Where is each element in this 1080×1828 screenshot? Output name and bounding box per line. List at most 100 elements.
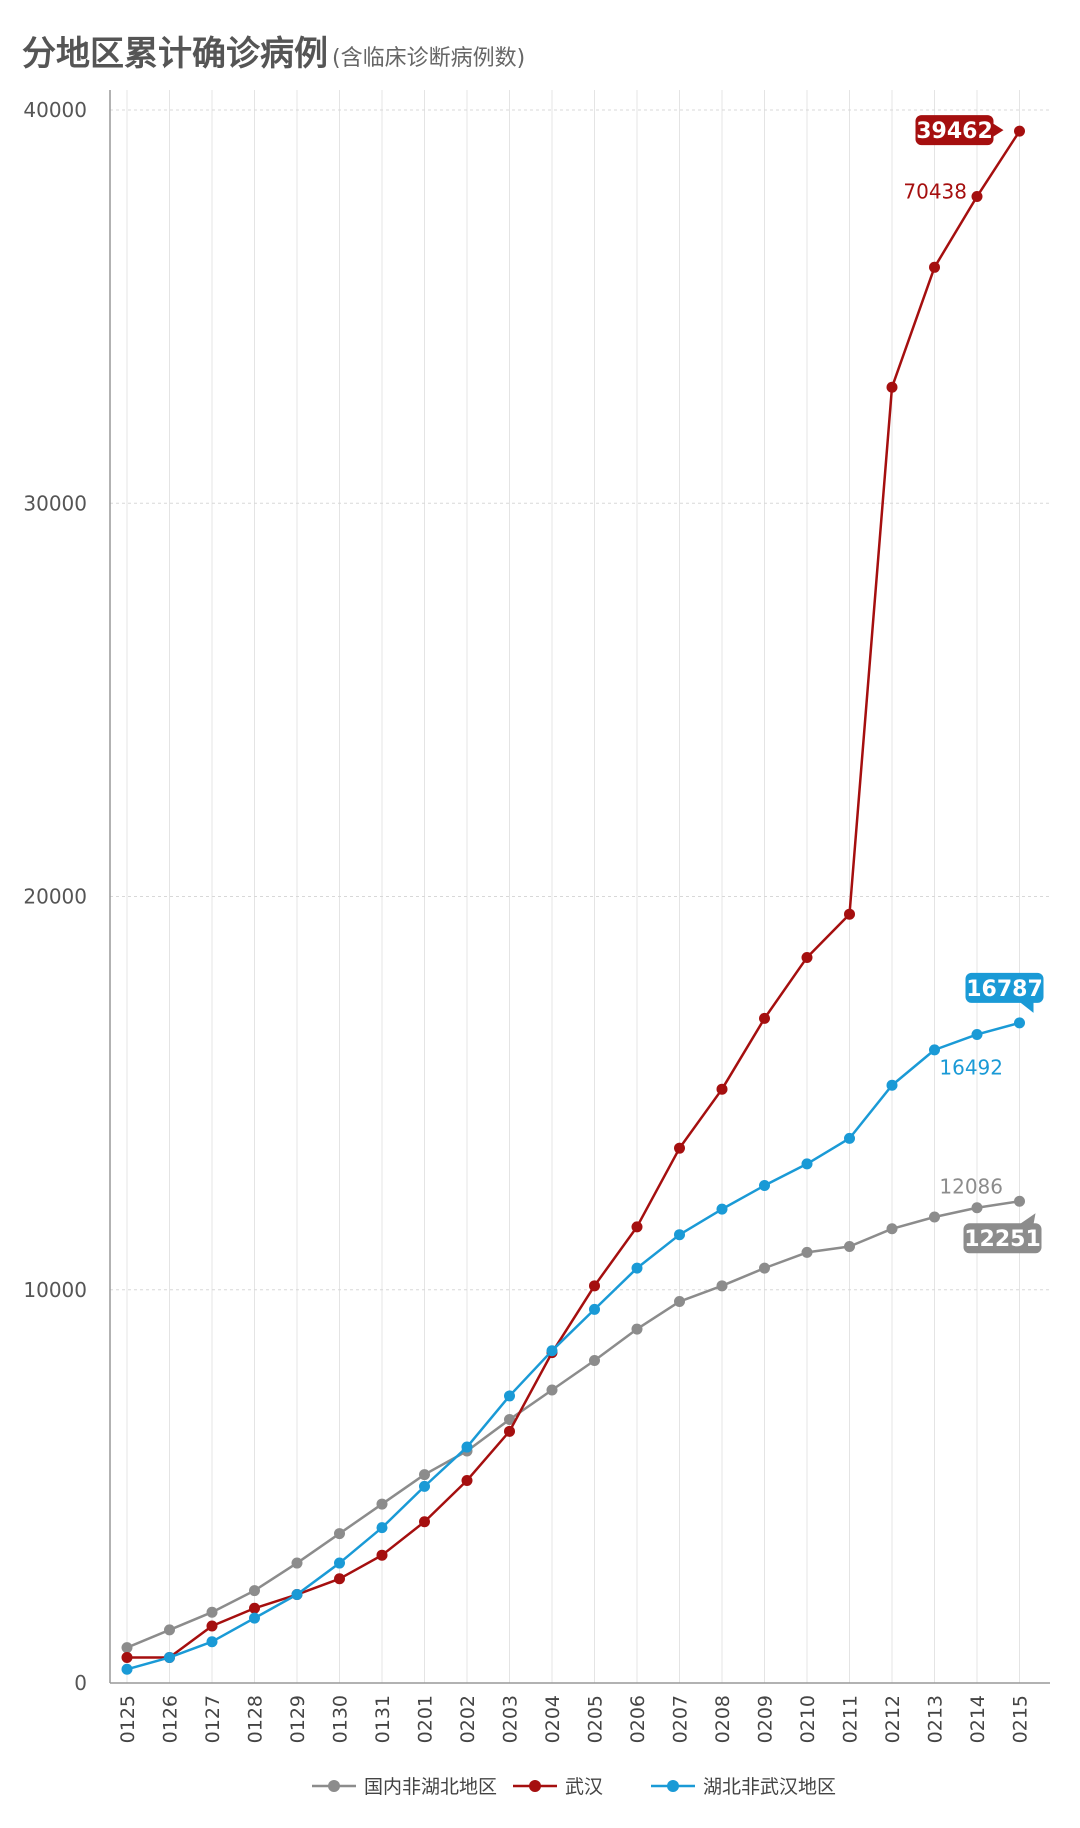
data-point [334,1528,345,1540]
data-point [206,1606,218,1618]
data-point [249,1612,260,1624]
data-point [759,1180,770,1192]
x-tick-label: 0126 [160,1695,182,1743]
data-point [844,1132,855,1144]
data-point [164,1624,175,1636]
value-badge-pointer [1019,1001,1034,1013]
x-tick-label: 0209 [755,1695,777,1743]
legend-label: 国内非湖北地区 [364,1776,497,1798]
data-point [419,1516,430,1528]
data-point [376,1522,388,1534]
x-tick-label: 0210 [797,1695,819,1743]
data-point [546,1345,558,1357]
data-point [121,1651,133,1663]
data-point [716,1280,728,1292]
chart-title-text: 分地区累计确诊病例 [22,34,328,74]
x-tick-label: 0127 [202,1695,224,1743]
data-point [206,1636,218,1648]
data-point [461,1441,473,1453]
y-tick-label: 0 [74,1671,87,1695]
x-tick-label: 0203 [500,1695,522,1743]
series-line-湖北非武汉地区 [126,1021,1020,1671]
data-point [121,1642,133,1654]
x-tick-label: 0215 [1010,1695,1032,1743]
annotation-label: 16492 [939,1055,1003,1079]
data-point [971,191,983,203]
value-badge-pointer [992,123,1004,138]
x-tick-label: 0208 [712,1695,734,1743]
x-tick-label: 0129 [287,1695,309,1743]
data-point [291,1589,303,1601]
value-badge-text: 12251 [964,1227,1041,1252]
x-tick-label: 0202 [457,1695,479,1743]
data-point [971,1202,983,1214]
legend-label: 湖北非武汉地区 [703,1776,836,1798]
data-point [801,951,813,963]
legend-label: 武汉 [565,1776,603,1798]
annotation-label: 70438 [903,180,967,204]
legend-marker [529,1780,541,1792]
data-point [716,1203,728,1215]
data-point [1014,1195,1025,1207]
series-line-国内非湖北地区 [126,1199,1020,1649]
data-point [759,1262,770,1274]
data-point [886,381,898,393]
data-point [376,1498,388,1510]
data-point [886,1223,898,1235]
data-point [334,1573,345,1585]
data-point [546,1384,558,1396]
data-point [801,1246,813,1258]
data-point [249,1585,260,1597]
x-tick-label: 0204 [542,1695,564,1743]
data-point [291,1557,303,1569]
data-point [589,1303,600,1315]
data-point [164,1651,175,1663]
data-point [589,1280,600,1292]
data-point [504,1414,515,1426]
data-point [759,1012,770,1024]
data-point [844,1240,855,1252]
x-tick-label: 0213 [925,1695,947,1743]
x-tick-label: 0128 [245,1695,267,1743]
y-tick-label: 30000 [23,491,87,515]
data-point [971,1028,983,1040]
value-badge [963,1223,1042,1254]
data-point [716,1083,728,1095]
data-point [929,261,940,273]
data-point [121,1663,133,1675]
data-point [504,1390,515,1402]
x-tick-label: 0201 [415,1695,437,1743]
data-point [1014,125,1025,137]
data-point [206,1620,218,1632]
data-point [461,1474,473,1486]
data-point [886,1079,898,1091]
x-tick-label: 0206 [627,1695,649,1743]
annotation-label: 12086 [939,1175,1003,1199]
x-tick-label: 0212 [882,1695,904,1743]
legend-marker [328,1780,340,1792]
data-point [631,1323,643,1335]
value-badge-text: 39462 [916,119,993,144]
data-point [929,1211,940,1223]
series-line-武汉 [127,130,1021,1659]
data-point [589,1355,600,1367]
value-badge [915,115,994,146]
data-point [249,1602,260,1614]
value-badge-text: 16787 [966,977,1043,1002]
data-point [674,1296,685,1308]
chart-title: 分地区累计确诊病例 (含临床诊断病例数) [22,26,525,75]
data-point [504,1425,515,1437]
legend-marker [667,1780,679,1792]
y-tick-label: 20000 [23,885,87,909]
chart-subtitle: (含临床诊断病例数) [332,46,526,71]
data-point [1014,1017,1025,1029]
x-tick-label: 0214 [967,1695,989,1743]
x-tick-label: 0131 [372,1695,394,1743]
y-tick-label: 40000 [23,98,87,122]
data-point [334,1557,345,1569]
x-tick-label: 0130 [330,1695,352,1743]
data-point [419,1480,430,1492]
y-tick-label: 10000 [23,1278,87,1302]
